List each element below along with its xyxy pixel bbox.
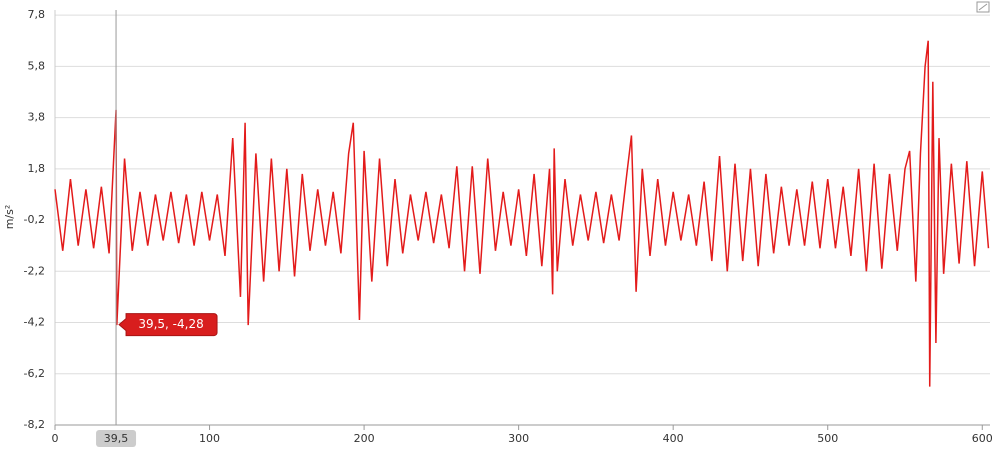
crosshair-x-label: 39,5 <box>104 432 129 445</box>
icon-frame[interactable] <box>976 1 990 13</box>
y-tick-label: -8,2 <box>24 418 45 431</box>
tooltip-box <box>118 313 218 337</box>
signal-line <box>54 40 990 387</box>
x-tick-label: 600 <box>972 432 993 445</box>
tooltip-text: 39,5, -4,28 <box>138 317 203 331</box>
y-axis-title: m/s² <box>3 205 16 230</box>
y-tick-label: -4,2 <box>24 316 45 329</box>
x-tick-label: 400 <box>663 432 684 445</box>
x-tick-label: 300 <box>508 432 529 445</box>
y-tick-label: -0,2 <box>24 213 45 226</box>
y-tick-label: 5,8 <box>28 59 46 72</box>
icon-arrow[interactable] <box>978 3 988 11</box>
crosshair-x-badge <box>96 430 137 447</box>
x-tick-label: 0 <box>52 432 59 445</box>
y-tick-label: -2,2 <box>24 264 45 277</box>
x-tick-label: 200 <box>354 432 375 445</box>
y-tick-label: -6,2 <box>24 367 45 380</box>
x-tick-label: 100 <box>199 432 220 445</box>
y-tick-label: 7,8 <box>28 8 46 21</box>
y-tick-label: 1,8 <box>28 162 46 175</box>
expand-icon[interactable] <box>976 1 990 13</box>
x-tick-label: 500 <box>817 432 838 445</box>
y-tick-label: 3,8 <box>28 111 46 124</box>
